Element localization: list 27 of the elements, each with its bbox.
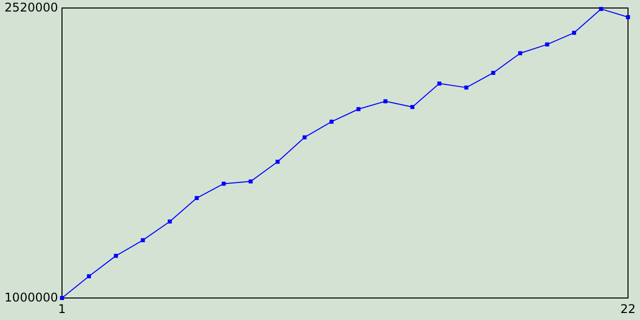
- point: [383, 99, 388, 104]
- y-tick-label: 2520000: [4, 0, 58, 14]
- point: [572, 30, 576, 35]
- x-tick-label: 1: [58, 302, 66, 316]
- point: [599, 6, 604, 11]
- point: [86, 274, 91, 278]
- point: [356, 107, 360, 112]
- x-tick-label: 22: [620, 302, 636, 316]
- line-series: [60, 6, 630, 300]
- point: [545, 42, 550, 46]
- point: [491, 70, 496, 75]
- point: [114, 254, 118, 258]
- point: [248, 179, 253, 184]
- point: [302, 135, 307, 140]
- point: [194, 196, 199, 200]
- point: [437, 82, 442, 86]
- point: [168, 219, 172, 224]
- point: [330, 120, 334, 124]
- point: [222, 182, 226, 186]
- point: [276, 160, 280, 164]
- y-tick-label: 1000000: [4, 290, 58, 304]
- point: [140, 238, 145, 242]
- point: [518, 51, 522, 56]
- point: [464, 86, 468, 90]
- point: [626, 15, 630, 20]
- point: [60, 296, 64, 300]
- point: [410, 105, 414, 110]
